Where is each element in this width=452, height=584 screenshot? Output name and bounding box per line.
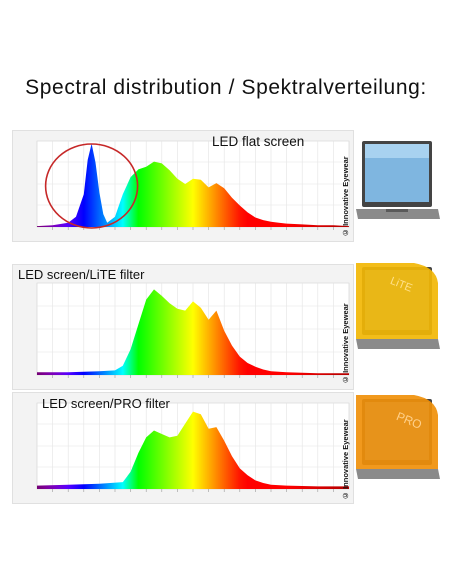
laptop-icon xyxy=(356,141,440,219)
spectrum-chart-lite xyxy=(36,282,350,378)
laptop-pro-filter-icon: PRO xyxy=(356,395,440,479)
chart-title-led: LED flat screen xyxy=(212,134,305,149)
chart-panel-lite xyxy=(12,264,354,390)
spectrum-area xyxy=(37,143,349,227)
spectrum-area xyxy=(37,411,349,489)
spectrum-chart-led xyxy=(36,140,350,230)
spectrum-chart-pro xyxy=(36,402,350,492)
laptop-lite-filter-icon: LiTE xyxy=(356,263,440,349)
copyright-2: © Innovative Eyewear xyxy=(341,303,350,384)
blue-peak-highlight-circle xyxy=(44,143,139,229)
chart-panel-pro xyxy=(12,392,354,504)
chart-title-lite: LED screen/LiTE filter xyxy=(18,267,145,282)
lite-filter-overlay xyxy=(356,263,438,339)
spectrum-area xyxy=(37,289,349,375)
copyright-3: © Innovative Eyewear xyxy=(341,419,350,500)
page-title: Spectral distribution / Spektralverteilu… xyxy=(25,76,427,99)
chart-panel-led xyxy=(12,130,354,242)
copyright-1: © Innovative Eyewear xyxy=(341,156,350,237)
pro-filter-overlay xyxy=(356,395,438,469)
chart-title-pro: LED screen/PRO filter xyxy=(42,396,170,411)
